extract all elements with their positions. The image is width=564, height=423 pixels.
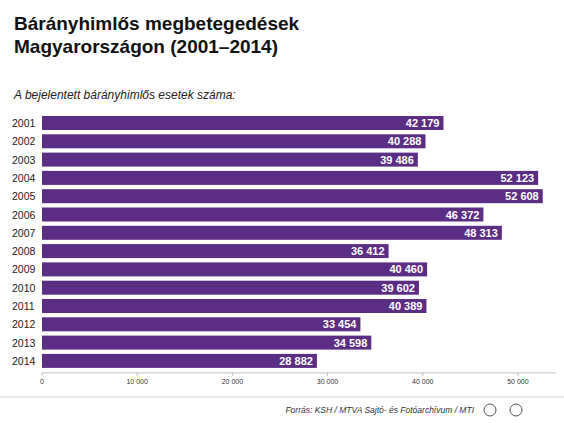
data-label: 52 608 [505,190,539,202]
bar [42,262,427,276]
tick-label: 50 000 [507,378,529,385]
tick-label: 40 000 [412,378,434,385]
tick-mark [422,373,423,376]
data-label: 33 454 [323,318,358,330]
data-label: 28 882 [279,355,313,367]
category-label: 2007 [12,227,36,239]
logo [484,404,496,416]
category-label: 2008 [12,245,36,257]
data-label: 46 372 [446,209,480,221]
bar [42,317,360,331]
x-axis-line [42,372,556,373]
category-label: 2013 [12,337,36,349]
subtitle: A bejelentett bárányhimlős esetek száma: [13,88,236,102]
data-label: 40 460 [389,263,423,275]
x-axis: 0 10 000 20 000 30 000 40 000 50 000 [40,373,556,385]
tick-label: 10 000 [126,378,148,385]
bar [42,281,419,295]
data-label: 39 602 [381,282,415,294]
data-label: 52 123 [500,172,534,184]
data-label: 34 598 [334,337,368,349]
data-label: 39 486 [380,154,414,166]
tick-label: 0 [40,378,44,385]
tick-label: 30 000 [317,378,339,385]
data-labels: 42 179 40 288 39 486 52 123 52 608 46 372 48 3… [279,117,538,367]
category-label: 2003 [12,154,36,166]
bar [42,208,483,222]
bar [42,134,425,148]
tick-mark [137,373,138,376]
footer-rule [0,397,564,398]
bar [42,226,502,240]
category-label: 2005 [12,190,36,202]
tick-mark [232,373,233,376]
bars [42,116,543,368]
title: Bárányhimlős megbetegedésekMagyarországo… [14,13,300,57]
source: Forrás: KSH / MTVA Sajtó- és Fotóarchívu… [285,405,474,415]
bar [42,116,443,130]
data-label: 36 412 [351,245,385,257]
category-label: 2012 [12,318,36,330]
tick-mark [327,373,328,376]
category-label: 2009 [12,263,36,275]
bar [42,189,543,203]
data-label: 42 179 [406,117,440,129]
bar [42,354,317,368]
chart: Bárányhimlős megbetegedésekMagyarországo… [0,0,564,423]
data-label: 40 389 [389,300,423,312]
bar [42,171,538,185]
category-label: 2006 [12,209,36,221]
bar [42,244,389,258]
bar [42,336,371,350]
category-label: 2010 [12,282,36,294]
bar [42,299,426,313]
category-label: 2001 [12,117,36,129]
category-label: 2002 [12,135,36,147]
title-line: Bárányhimlős megbetegedések [14,13,300,34]
category-label: 2011 [12,300,35,312]
title-line: Magyarországon (2001–2014) [14,36,278,57]
category-label: 2004 [12,172,36,184]
bar [42,153,418,167]
data-label: 48 313 [464,227,498,239]
logo [510,404,522,416]
category-labels: 2001 2002 2003 2004 2005 2006 2007 2008 2009 2010… [12,117,36,367]
tick-mark [517,373,518,376]
tick-mark [42,373,43,376]
data-label: 40 288 [388,135,422,147]
tick-label: 20 000 [222,378,244,385]
category-label: 2014 [12,355,36,367]
